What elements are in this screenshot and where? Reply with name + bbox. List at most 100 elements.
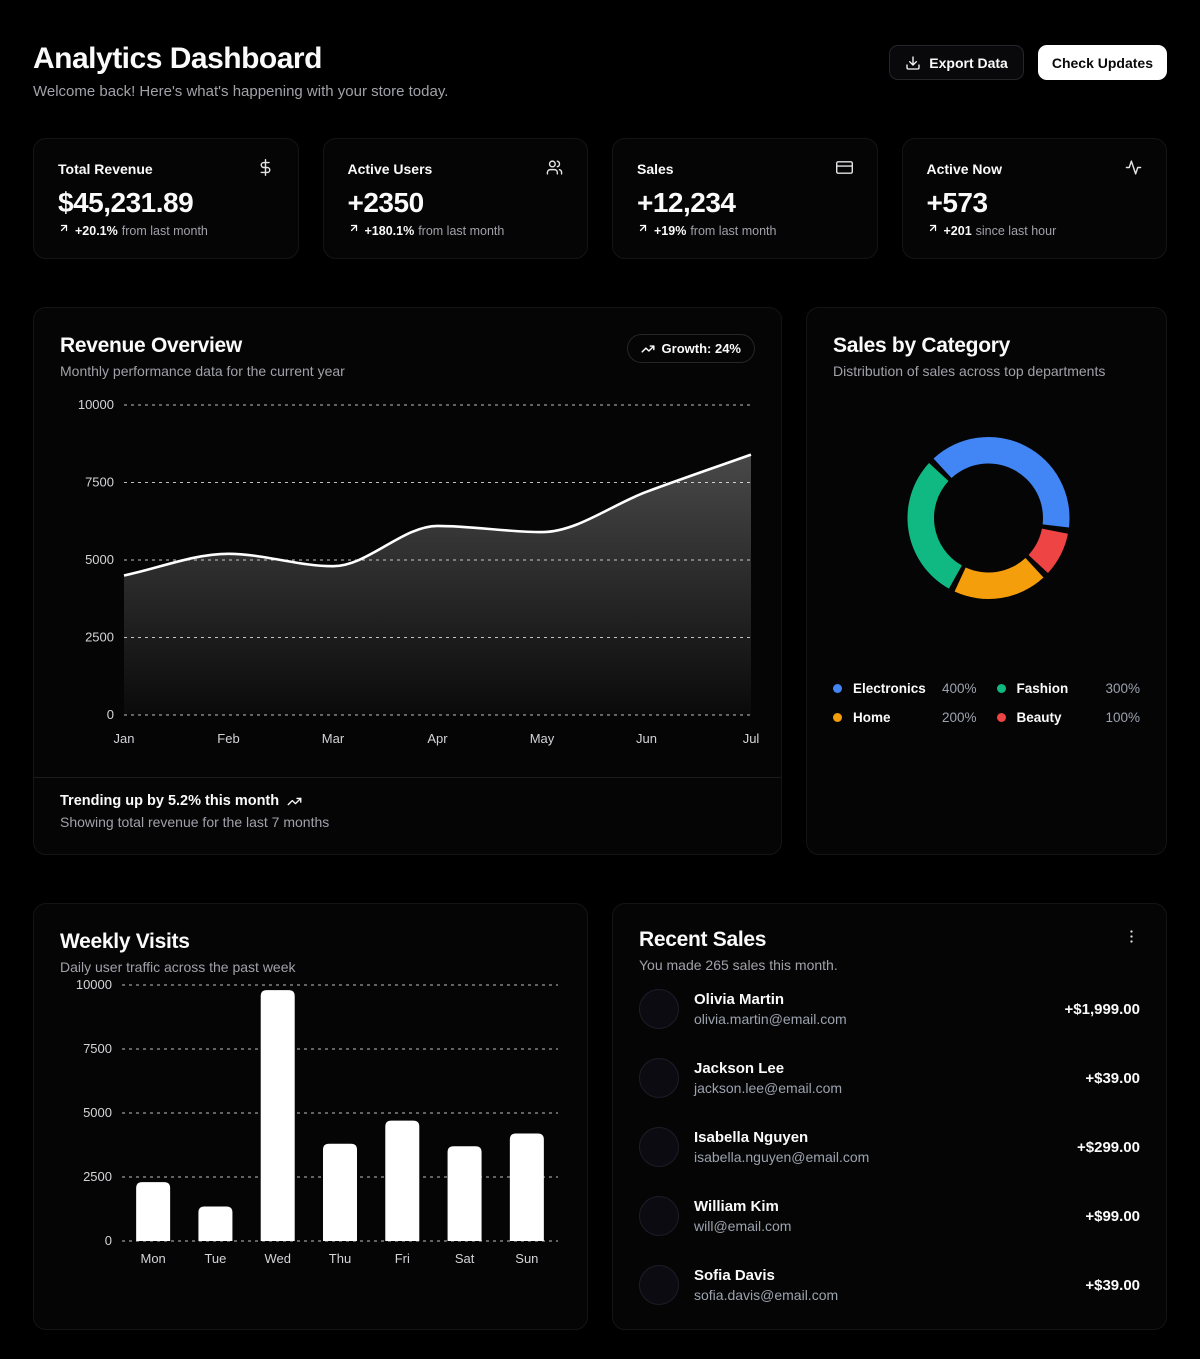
- trending-up-icon: [640, 344, 655, 353]
- stat-value: $45,231.89: [58, 187, 194, 218]
- stat-delta: +201: [943, 224, 972, 238]
- header: Analytics Dashboard Welcome back! Here's…: [33, 42, 1167, 100]
- legend-dot: [833, 713, 842, 722]
- legend-value: 100%: [1105, 710, 1140, 725]
- stat-delta: +19%: [654, 224, 687, 238]
- sale-amount: +$1,999.00: [1064, 1000, 1141, 1018]
- revenue-overview-footer: Trending up by 5.2% this month Showing t…: [34, 777, 781, 830]
- svg-text:Mar: Mar: [322, 731, 345, 746]
- sale-email: olivia.martin@email.com: [694, 1011, 847, 1027]
- trend-footer-title: Trending up by 5.2% this month: [60, 793, 280, 809]
- sale-row: Isabella Nguyen isabella.nguyen@email.co…: [639, 1127, 1140, 1167]
- legend-label: Home: [853, 710, 891, 725]
- dollar-sign-icon: [257, 159, 274, 176]
- sale-amount: +$299.00: [1077, 1138, 1140, 1156]
- weekly-visits-subtitle: Daily user traffic across the past week: [60, 959, 296, 975]
- stat-note: from last month: [418, 224, 505, 238]
- sale-email: will@email.com: [694, 1218, 792, 1234]
- svg-text:10000: 10000: [78, 397, 114, 412]
- svg-text:Sun: Sun: [515, 1251, 538, 1266]
- legend-label: Beauty: [1016, 710, 1062, 725]
- recent-sales-title: Recent Sales: [639, 928, 767, 951]
- page-subtitle: Welcome back! Here's what's happening wi…: [33, 83, 449, 100]
- svg-text:Jun: Jun: [636, 731, 657, 746]
- legend-dot: [996, 713, 1006, 722]
- arrow-up-right-icon: [348, 222, 360, 234]
- kebab-menu-icon: [1130, 930, 1133, 943]
- svg-text:7500: 7500: [85, 475, 114, 490]
- header-actions: Export Data Check Updates: [889, 45, 1167, 80]
- svg-text:2500: 2500: [85, 630, 114, 645]
- svg-text:Tue: Tue: [204, 1251, 226, 1266]
- svg-text:Jul: Jul: [743, 731, 760, 746]
- sales-by-category-subtitle: Distribution of sales across top departm…: [833, 363, 1106, 379]
- avatar: [639, 1058, 679, 1098]
- stat-card-active-now: Active Now +573 +201 since last hour: [901, 138, 1167, 259]
- weekly-visits-card: Weekly Visits Daily user traffic across …: [33, 903, 588, 1330]
- analytics-dashboard-page: Analytics Dashboard Welcome back! Here's…: [33, 42, 1167, 1330]
- bottom-row: Weekly Visits Daily user traffic across …: [33, 903, 1167, 1330]
- stat-value: +573: [926, 187, 989, 218]
- svg-text:Mon: Mon: [140, 1251, 165, 1266]
- sale-email: sofia.davis@email.com: [694, 1287, 839, 1303]
- stat-label: Active Users: [347, 161, 433, 177]
- svg-text:7500: 7500: [83, 1041, 112, 1056]
- legend-item-beauty: Beauty 100%: [996, 710, 1140, 725]
- charts-row: Revenue Overview Monthly performance dat…: [33, 307, 1167, 855]
- legend-label: Electronics: [853, 681, 926, 696]
- avatar: [639, 1265, 679, 1305]
- export-data-label: Export Data: [929, 54, 1008, 71]
- svg-text:5000: 5000: [83, 1105, 112, 1120]
- avatar: [639, 1196, 679, 1236]
- legend-dot: [833, 684, 842, 693]
- check-updates-label: Check Updates: [1051, 54, 1153, 71]
- stat-card-sales: Sales +12,234 +19% from last month: [612, 138, 878, 259]
- more-options-button[interactable]: [1119, 924, 1144, 949]
- sale-amount: +$39.00: [1085, 1276, 1140, 1294]
- users-icon: [546, 159, 563, 176]
- svg-text:Sat: Sat: [455, 1251, 475, 1266]
- sale-name: William Kim: [694, 1198, 779, 1215]
- check-updates-button[interactable]: Check Updates: [1037, 45, 1167, 80]
- stat-card-total-revenue: Total Revenue $45,231.89 +20.1% from las…: [33, 138, 299, 259]
- growth-badge: Growth: 24%: [626, 334, 755, 363]
- recent-sales-list: Olivia Martin olivia.martin@email.com +$…: [639, 989, 1140, 1305]
- sale-amount: +$39.00: [1085, 1069, 1140, 1087]
- export-data-button[interactable]: Export Data: [889, 45, 1024, 80]
- stat-note: from last month: [690, 224, 777, 238]
- sale-row: William Kim will@email.com +$99.00: [639, 1196, 1140, 1236]
- legend-dot: [996, 684, 1006, 693]
- legend-value: 400%: [941, 681, 977, 696]
- svg-text:2500: 2500: [83, 1169, 112, 1184]
- sale-row: Sofia Davis sofia.davis@email.com +$39.0…: [639, 1265, 1140, 1305]
- download-icon: [906, 55, 920, 70]
- page-title: Analytics Dashboard: [33, 42, 322, 75]
- stat-label: Total Revenue: [58, 161, 153, 177]
- stat-delta: +20.1%: [75, 224, 118, 238]
- revenue-overview-title: Revenue Overview: [60, 334, 242, 357]
- svg-text:0: 0: [105, 1233, 112, 1248]
- header-titles: Analytics Dashboard Welcome back! Here's…: [33, 42, 448, 100]
- stat-card-active-users: Active Users +2350 +180.1% from last mon…: [322, 138, 588, 259]
- sale-name: Sofia Davis: [694, 1267, 775, 1284]
- sale-email: jackson.lee@email.com: [694, 1080, 843, 1096]
- svg-text:Feb: Feb: [217, 731, 239, 746]
- svg-text:10000: 10000: [76, 977, 112, 992]
- category-donut-chart: [907, 437, 1070, 599]
- sale-row: Jackson Lee jackson.lee@email.com +$39.0…: [639, 1058, 1140, 1098]
- stat-label: Sales: [637, 161, 674, 177]
- revenue-overview-subtitle: Monthly performance data for the current…: [60, 363, 345, 379]
- recent-sales-subtitle: You made 265 sales this month.: [639, 957, 838, 973]
- growth-badge-label: Growth: 24%: [661, 341, 741, 356]
- sale-email: isabella.nguyen@email.com: [694, 1149, 870, 1165]
- revenue-overview-card: Revenue Overview Monthly performance dat…: [33, 307, 782, 855]
- sale-name: Jackson Lee: [694, 1060, 785, 1077]
- stat-delta: +180.1%: [364, 224, 415, 238]
- sale-name: Olivia Martin: [694, 991, 785, 1008]
- trending-up-icon: [287, 797, 302, 805]
- svg-text:Apr: Apr: [427, 731, 448, 746]
- stats-row: Total Revenue $45,231.89 +20.1% from las…: [33, 138, 1167, 259]
- category-legend: Electronics 400% Fashion 300% Home 200% …: [833, 681, 1140, 725]
- legend-value: 200%: [941, 710, 977, 725]
- svg-text:Jan: Jan: [114, 731, 135, 746]
